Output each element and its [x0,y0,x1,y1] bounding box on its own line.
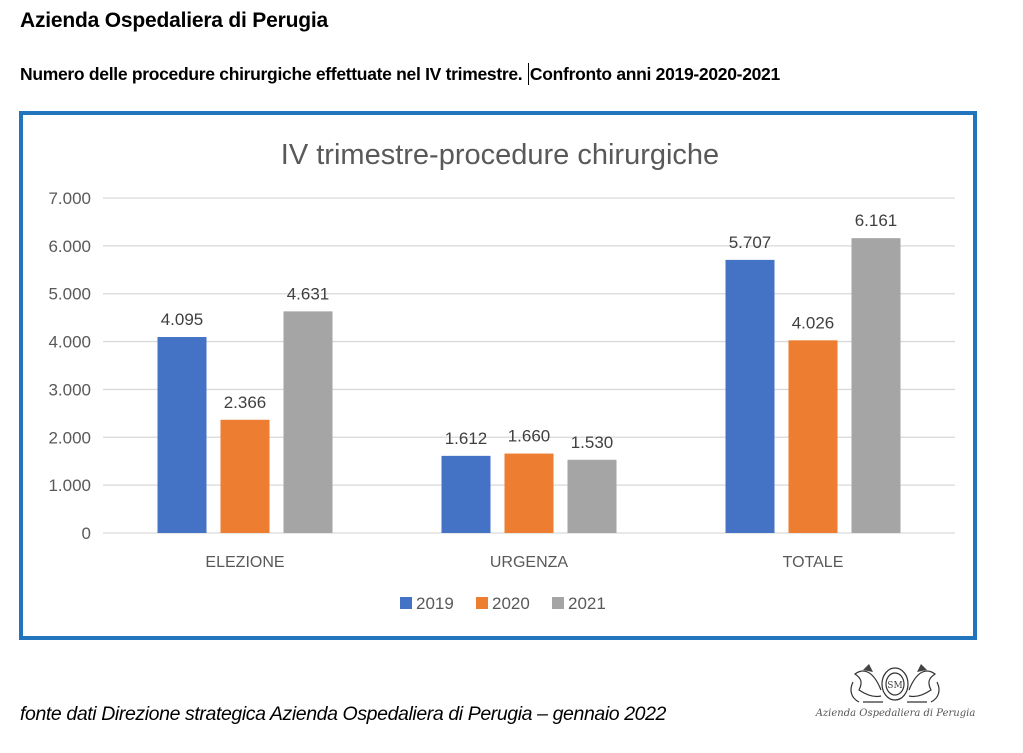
data-label: 4.095 [161,310,204,329]
data-label: 6.161 [855,211,898,230]
bar-2019-totale [725,259,775,533]
bar-2020-urgenza [504,453,554,533]
data-label: 1.530 [571,433,614,452]
category-label: URGENZA [490,554,569,571]
y-tick-label: 1.000 [48,476,91,495]
bar-chart: IV trimestre-procedure chirurgiche 0 1.00… [48,139,955,613]
legend-swatch-2020 [476,597,488,609]
svg-text:SM: SM [887,681,902,691]
chart-frame: IV trimestre-procedure chirurgiche 0 1.00… [19,111,977,640]
data-label: 1.660 [508,427,551,446]
y-tick-label: 7.000 [48,189,91,208]
page-title: Azienda Ospedaliera di Perugia [20,9,328,32]
y-tick-label: 5.000 [48,285,91,304]
subtitle-part2: Confronto anni 2019-2020-2021 [529,64,780,84]
y-axis: 0 1.000 2.000 3.000 4.000 5.000 6.000 7.000 [48,189,91,543]
subtitle-part1: Numero delle procedure chirurgiche effet… [20,64,523,84]
x-axis: ELEZIONE URGENZA TOTALE [205,554,843,571]
data-label: 5.707 [729,233,772,252]
legend-swatch-2021 [552,597,564,609]
bar-2020-elezione [220,419,270,533]
data-label: 4.026 [792,313,835,332]
category-label: ELEZIONE [205,554,284,571]
coat-of-arms-griffins-icon: SM [850,664,940,703]
data-labels: 4.095 2.366 4.631 1.612 1.660 1.530 5.707 4.026… [161,211,898,452]
y-tick-label: 6.000 [48,237,91,256]
logo-caption: Azienda Ospedaliera di Perugia [815,708,976,719]
data-label: 4.631 [287,284,330,303]
category-label: TOTALE [783,554,844,571]
legend: 2019 2020 2021 [400,594,606,613]
y-tick-label: 4.000 [48,333,91,352]
y-tick-label: 0 [82,524,91,543]
data-label: 1.612 [445,429,488,448]
bar-2021-totale [851,238,901,533]
source-note: fonte dati Direzione strategica Azienda … [20,703,667,725]
legend-swatch-2019 [400,597,412,609]
chart-title: IV trimestre-procedure chirurgiche [281,139,719,171]
hospital-logo: SM Azienda Ospedaliera di Perugia [803,660,988,730]
legend-label-2019: 2019 [416,594,454,613]
bar-2021-elezione [283,311,333,533]
bar-2019-elezione [157,337,207,533]
bar-2019-urgenza [441,455,491,533]
bars [157,238,901,533]
data-label: 2.366 [224,393,267,412]
y-tick-label: 2.000 [48,428,91,447]
text-cursor [527,63,529,85]
legend-label-2020: 2020 [492,594,530,613]
legend-label-2021: 2021 [568,594,606,613]
y-tick-label: 3.000 [48,380,91,399]
bar-2020-totale [788,340,838,533]
bar-2021-urgenza [567,459,617,533]
page-subtitle: Numero delle procedure chirurgiche effet… [20,63,780,85]
